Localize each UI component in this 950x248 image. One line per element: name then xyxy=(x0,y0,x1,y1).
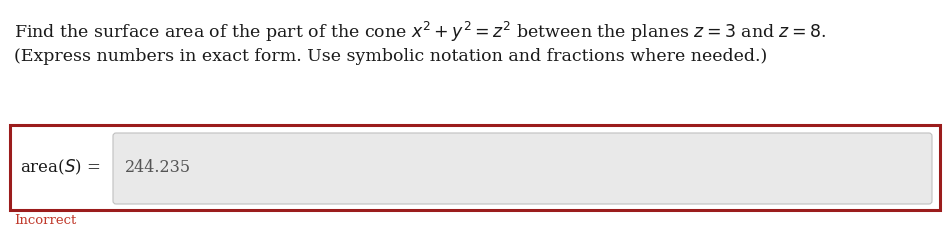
Text: 244.235: 244.235 xyxy=(125,159,191,176)
Text: (Express numbers in exact form. Use symbolic notation and fractions where needed: (Express numbers in exact form. Use symb… xyxy=(14,48,768,65)
Bar xyxy=(10,125,940,210)
Text: Find the surface area of the part of the cone $x^2 + y^2 = z^2$ between the plan: Find the surface area of the part of the… xyxy=(14,20,826,44)
Text: area($S$) =: area($S$) = xyxy=(20,158,101,177)
FancyBboxPatch shape xyxy=(113,133,932,204)
Text: Incorrect: Incorrect xyxy=(14,214,76,227)
